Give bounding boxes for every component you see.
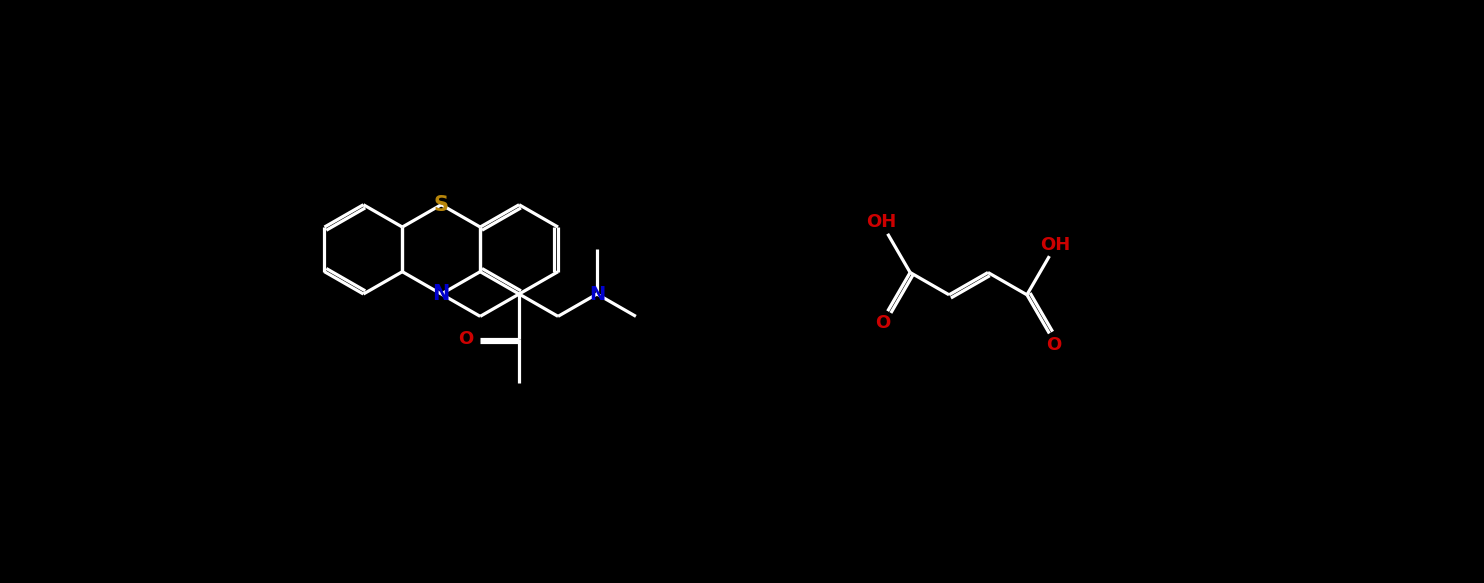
Text: N: N xyxy=(432,284,450,304)
Text: O: O xyxy=(876,314,890,332)
Text: O: O xyxy=(459,330,473,347)
Text: OH: OH xyxy=(867,213,896,231)
Text: OH: OH xyxy=(1040,236,1071,254)
Text: S: S xyxy=(433,195,448,215)
Text: N: N xyxy=(589,285,605,304)
Text: O: O xyxy=(1046,336,1061,354)
